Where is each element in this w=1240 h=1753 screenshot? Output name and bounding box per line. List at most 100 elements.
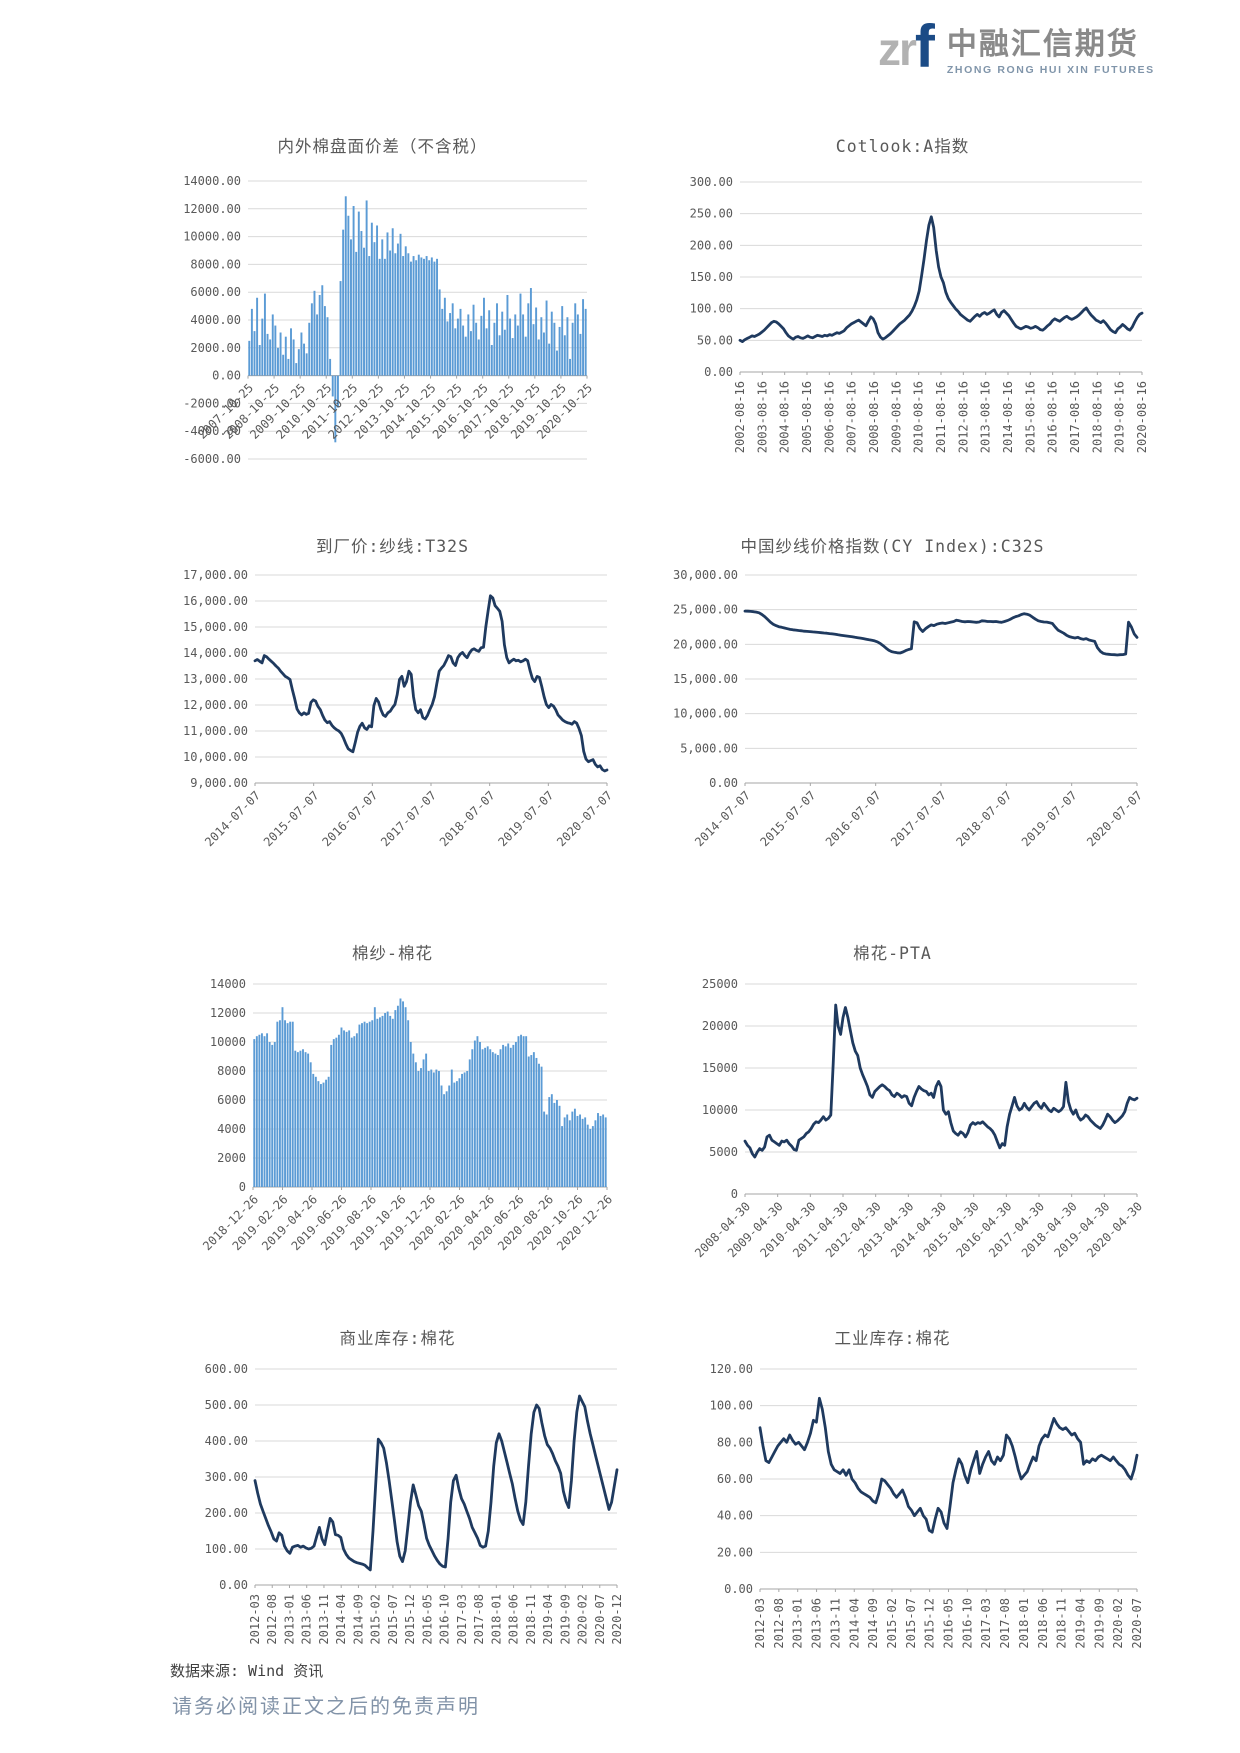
chart-title: 棉纱-棉花 bbox=[352, 944, 433, 963]
svg-text:2020-02: 2020-02 bbox=[576, 1594, 590, 1645]
svg-text:16,000.00: 16,000.00 bbox=[183, 594, 248, 608]
svg-text:12000.00: 12000.00 bbox=[183, 202, 241, 216]
svg-text:15,000.00: 15,000.00 bbox=[183, 620, 248, 634]
cotlook-a-line-chart: 0.00 50.00 100.00 150.00 200.00 250.00 300.00 2… bbox=[690, 175, 1149, 453]
svg-text:100.00: 100.00 bbox=[710, 1399, 753, 1413]
svg-text:10,000.00: 10,000.00 bbox=[673, 707, 738, 721]
svg-text:2018-06: 2018-06 bbox=[1036, 1598, 1050, 1649]
svg-text:2014-09: 2014-09 bbox=[866, 1598, 880, 1649]
svg-text:0.00: 0.00 bbox=[212, 369, 241, 383]
svg-text:5,000.00: 5,000.00 bbox=[680, 741, 738, 755]
svg-text:2016-08-16: 2016-08-16 bbox=[1046, 381, 1060, 453]
svg-text:600.00: 600.00 bbox=[205, 1362, 248, 1376]
logo-zr-text: zr bbox=[878, 23, 917, 76]
svg-text:12,000.00: 12,000.00 bbox=[183, 698, 248, 712]
svg-text:-6000.00: -6000.00 bbox=[183, 452, 241, 466]
svg-text:0: 0 bbox=[731, 1187, 738, 1201]
svg-text:2017-03: 2017-03 bbox=[455, 1594, 469, 1645]
cotton-spread-bar-chart: -6000.00 -4000.00 -2000.00 0.00 2000.00 4000.… bbox=[183, 174, 595, 466]
svg-text:2012-08: 2012-08 bbox=[772, 1598, 786, 1649]
svg-text:2019-04: 2019-04 bbox=[1073, 1598, 1087, 1649]
svg-text:14,000.00: 14,000.00 bbox=[183, 646, 248, 660]
svg-text:2017-08: 2017-08 bbox=[998, 1598, 1012, 1649]
svg-text:80.00: 80.00 bbox=[717, 1435, 753, 1449]
chart-title: 商业库存:棉花 bbox=[339, 1329, 456, 1348]
svg-text:0.00: 0.00 bbox=[724, 1582, 753, 1596]
svg-text:2013-08-16: 2013-08-16 bbox=[979, 381, 993, 453]
company-name-en: ZHONG RONG HUI XIN FUTURES bbox=[946, 64, 1155, 76]
svg-text:0: 0 bbox=[239, 1180, 246, 1194]
svg-text:2020-02: 2020-02 bbox=[1111, 1598, 1125, 1649]
svg-text:2017-07-07: 2017-07-07 bbox=[378, 788, 439, 849]
chart-yarn-factory-price-t32s: 到厂价:纱线:T32S 9,000.00 10,000.00 11,000.00 12… bbox=[170, 521, 615, 859]
svg-text:2018-06: 2018-06 bbox=[507, 1594, 521, 1645]
svg-text:9,000.00: 9,000.00 bbox=[190, 776, 248, 790]
svg-text:2019-09: 2019-09 bbox=[558, 1594, 572, 1645]
svg-text:4000: 4000 bbox=[217, 1122, 246, 1136]
svg-text:2020-07: 2020-07 bbox=[1130, 1598, 1144, 1649]
svg-text:2018-11: 2018-11 bbox=[524, 1594, 538, 1645]
svg-text:15000: 15000 bbox=[702, 1061, 738, 1075]
svg-text:6000.00: 6000.00 bbox=[190, 285, 241, 299]
svg-text:2010-08-16: 2010-08-16 bbox=[912, 381, 926, 453]
svg-text:10000.00: 10000.00 bbox=[183, 230, 241, 244]
t32s-line-chart: 9,000.00 10,000.00 11,000.00 12,000.00 13,00… bbox=[183, 568, 615, 849]
svg-text:400.00: 400.00 bbox=[205, 1434, 248, 1448]
svg-text:2004-08-16: 2004-08-16 bbox=[778, 381, 792, 453]
chart-title: 中国纱线价格指数(CY Index):C32S bbox=[740, 537, 1045, 556]
svg-text:2018-01: 2018-01 bbox=[1017, 1598, 1031, 1649]
svg-text:2016-05: 2016-05 bbox=[420, 1594, 434, 1645]
yarn-cotton-bar-chart: 020004000600080001000012000140002018-12-… bbox=[200, 977, 615, 1253]
svg-text:2020-07: 2020-07 bbox=[593, 1594, 607, 1645]
svg-text:10,000.00: 10,000.00 bbox=[183, 750, 248, 764]
c32s-line-chart: 0.00 5,000.00 10,000.00 15,000.00 20,000.00 2… bbox=[673, 568, 1145, 849]
svg-text:14000: 14000 bbox=[210, 977, 246, 991]
svg-text:2012-08-16: 2012-08-16 bbox=[956, 381, 970, 453]
svg-text:250.00: 250.00 bbox=[690, 207, 733, 221]
svg-text:2014-09: 2014-09 bbox=[351, 1594, 365, 1645]
svg-text:2017-07-07: 2017-07-07 bbox=[888, 788, 949, 849]
svg-text:2012-08: 2012-08 bbox=[265, 1594, 279, 1645]
svg-text:2020-12: 2020-12 bbox=[610, 1594, 624, 1645]
svg-text:2013-06: 2013-06 bbox=[810, 1598, 824, 1649]
svg-text:2013-11: 2013-11 bbox=[828, 1598, 842, 1649]
zrf-logo-icon: zr f bbox=[878, 17, 935, 77]
chart-title: 棉花-PTA bbox=[853, 944, 932, 963]
svg-text:2014-07-07: 2014-07-07 bbox=[692, 788, 753, 849]
svg-text:8000.00: 8000.00 bbox=[190, 257, 241, 271]
svg-text:2014-08-16: 2014-08-16 bbox=[1001, 381, 1015, 453]
svg-text:20,000.00: 20,000.00 bbox=[673, 637, 738, 651]
svg-text:14000.00: 14000.00 bbox=[183, 174, 241, 188]
svg-text:20000: 20000 bbox=[702, 1019, 738, 1033]
svg-text:2014-04: 2014-04 bbox=[847, 1598, 861, 1649]
svg-text:2016-07-07: 2016-07-07 bbox=[319, 788, 380, 849]
svg-text:100.00: 100.00 bbox=[205, 1542, 248, 1556]
svg-text:0.00: 0.00 bbox=[704, 365, 733, 379]
svg-text:2018-11: 2018-11 bbox=[1055, 1598, 1069, 1649]
svg-text:200.00: 200.00 bbox=[205, 1506, 248, 1520]
svg-text:2020-07-07: 2020-07-07 bbox=[1084, 788, 1145, 849]
chart-title: 工业库存:棉花 bbox=[834, 1329, 951, 1348]
svg-text:2015-08-16: 2015-08-16 bbox=[1023, 381, 1037, 453]
svg-text:5000: 5000 bbox=[709, 1145, 738, 1159]
svg-text:2003-08-16: 2003-08-16 bbox=[755, 381, 769, 453]
svg-text:2015-12: 2015-12 bbox=[923, 1598, 937, 1649]
svg-text:2019-09: 2019-09 bbox=[1092, 1598, 1106, 1649]
svg-text:2014-07-07: 2014-07-07 bbox=[202, 788, 263, 849]
svg-text:2019-08-16: 2019-08-16 bbox=[1113, 381, 1127, 453]
svg-text:2008-08-16: 2008-08-16 bbox=[867, 381, 881, 453]
svg-text:2020-07-07: 2020-07-07 bbox=[554, 788, 615, 849]
svg-text:2018-07-07: 2018-07-07 bbox=[953, 788, 1014, 849]
svg-text:2005-08-16: 2005-08-16 bbox=[800, 381, 814, 453]
svg-text:0.00: 0.00 bbox=[219, 1578, 248, 1592]
svg-text:2013-11: 2013-11 bbox=[317, 1594, 331, 1645]
svg-text:15,000.00: 15,000.00 bbox=[673, 672, 738, 686]
svg-text:2012-03: 2012-03 bbox=[248, 1594, 262, 1645]
svg-text:2017-03: 2017-03 bbox=[979, 1598, 993, 1649]
svg-text:150.00: 150.00 bbox=[690, 270, 733, 284]
svg-text:2017-08: 2017-08 bbox=[472, 1594, 486, 1645]
chart-cy-index-c32s: 中国纱线价格指数(CY Index):C32S 0.00 5,000.00 10,0… bbox=[640, 521, 1145, 859]
svg-text:200.00: 200.00 bbox=[690, 238, 733, 252]
svg-text:8000: 8000 bbox=[217, 1064, 246, 1078]
svg-text:2014-04: 2014-04 bbox=[334, 1594, 348, 1645]
